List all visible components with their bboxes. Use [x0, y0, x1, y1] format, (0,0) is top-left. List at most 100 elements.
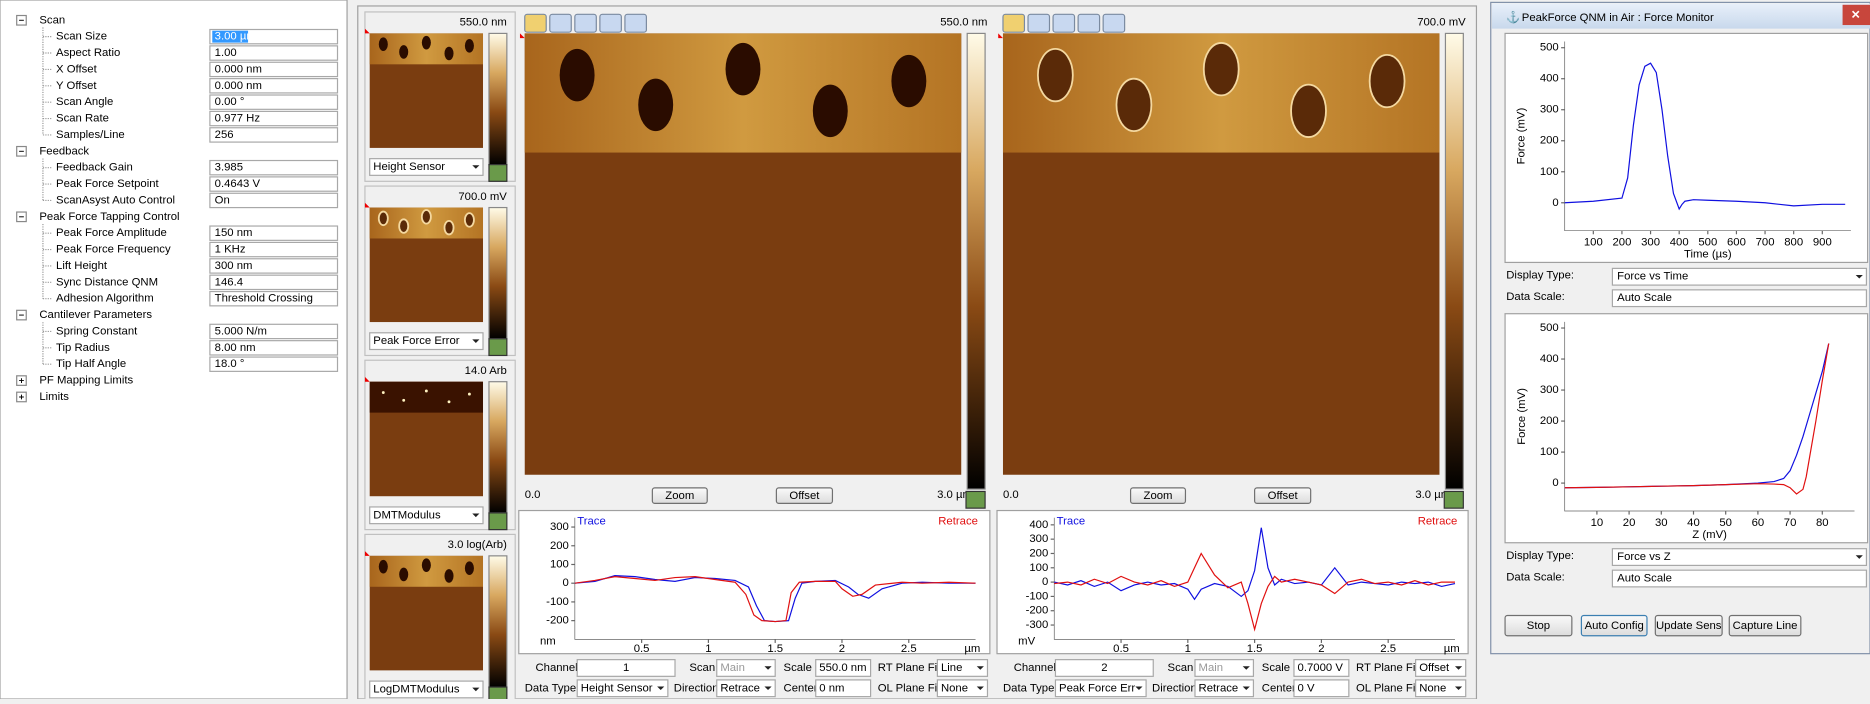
tool-icon[interactable]	[625, 14, 646, 32]
tool-icon[interactable]	[1103, 14, 1124, 32]
feature	[399, 219, 408, 233]
feature	[422, 210, 431, 224]
tool-icon[interactable]	[1078, 14, 1099, 32]
parameter-value: 1 KHz	[215, 244, 246, 256]
legend-entry: Trace	[1057, 515, 1086, 527]
parameter-label: Samples/Line	[56, 129, 125, 141]
parameter-label: Feedback Gain	[56, 162, 133, 174]
monitor-button-label: Auto Config	[1585, 620, 1644, 632]
y-unit: nm	[540, 636, 556, 648]
image-scale: 700.0 mV	[1417, 17, 1466, 29]
channel-type: DMTModulus	[373, 509, 441, 521]
control-value: Line	[941, 662, 962, 674]
tool-icon[interactable]	[525, 14, 546, 32]
channel-scale: 550.0 nm	[460, 17, 507, 29]
parameter-label: Y Offset	[56, 80, 97, 92]
control-label: Scan	[689, 662, 715, 674]
monitor-button-label: Update Sens	[1656, 620, 1722, 632]
y-axis-label: Force (mV)	[1516, 388, 1528, 445]
feature	[422, 558, 431, 572]
control-value: Retrace	[1199, 682, 1239, 694]
x-tick-label: 0.5	[1113, 643, 1129, 655]
parameter-value: 0.00 °	[215, 96, 245, 108]
tool-icon[interactable]	[1053, 14, 1074, 32]
x-unit: µm	[964, 643, 980, 655]
y-tick-label: 100	[1029, 562, 1048, 574]
channel-icon[interactable]	[489, 513, 507, 530]
x-tick-label: 2	[1318, 643, 1324, 655]
x-tick-label: 70	[1784, 517, 1797, 529]
data-scale: Auto Scale	[1617, 292, 1672, 304]
feature	[465, 561, 474, 575]
x-tick-label: 2.5	[1380, 643, 1396, 655]
feature	[399, 568, 408, 582]
parameter-value: 3.00 µm	[215, 31, 256, 43]
channel-type: Height Sensor	[373, 161, 445, 173]
offset-button-label: Offset	[789, 490, 820, 502]
x-tick-label: 500	[1698, 237, 1717, 249]
color-bar	[489, 208, 507, 339]
y-tick-label: -200	[1026, 605, 1049, 617]
tool-icon[interactable]	[1003, 14, 1024, 32]
tool-icon[interactable]	[1028, 14, 1049, 32]
tool-icon[interactable]	[575, 14, 596, 32]
y-tick-label: -100	[1026, 590, 1049, 602]
x-tick-label: 200	[1612, 237, 1631, 249]
zoom-button-label: Zoom	[665, 490, 694, 502]
control-label: Channel	[1014, 662, 1056, 674]
image-icon[interactable]	[966, 491, 985, 508]
parameter-label: Scan Rate	[56, 113, 109, 125]
y-tick-label: 100	[550, 558, 569, 570]
y-tick-label: 300	[1540, 104, 1559, 116]
group-label: Cantilever Parameters	[39, 309, 152, 321]
x-start: 0.0	[525, 489, 541, 501]
y-tick-label: -100	[546, 596, 569, 608]
x-axis-label: Time (µs)	[1684, 249, 1732, 261]
plot-frame	[1505, 314, 1868, 543]
tool-icon[interactable]	[550, 14, 571, 32]
parameter-value: 0.4643 V	[215, 178, 261, 190]
feature	[444, 47, 453, 61]
color-bar	[489, 382, 507, 513]
feature	[813, 85, 848, 137]
parameter-value: On	[215, 194, 230, 206]
parameter-value: 0.000 nm	[215, 80, 262, 92]
parameter-label: Sync Distance QNM	[56, 276, 158, 288]
display-type: Force vs Z	[1617, 551, 1671, 563]
feature	[891, 55, 926, 107]
feature	[465, 213, 474, 227]
y-tick-label: 0	[1552, 197, 1558, 209]
channel-icon[interactable]	[489, 339, 507, 356]
feature	[382, 391, 385, 394]
parameter-value: 1.00	[215, 47, 237, 59]
image-icon[interactable]	[1444, 491, 1463, 508]
color-bar	[489, 33, 507, 164]
channel-icon[interactable]	[489, 165, 507, 182]
x-tick-label: 40	[1687, 517, 1700, 529]
feature	[425, 390, 428, 393]
control-value: None	[1419, 682, 1446, 694]
feature	[465, 39, 474, 53]
control-label: RT Plane Fit	[1356, 662, 1419, 674]
control-label: RT Plane Fit	[878, 662, 941, 674]
x-tick-label: 100	[1584, 237, 1603, 249]
feature	[560, 49, 595, 101]
x-tick-label: 1	[705, 643, 711, 655]
control-value: 550.0 nm	[819, 662, 866, 674]
parameter-label: Tip Radius	[56, 342, 110, 354]
y-tick-label: -200	[546, 615, 569, 627]
feature	[468, 393, 471, 396]
tool-icon[interactable]	[600, 14, 621, 32]
feature	[402, 399, 405, 402]
parameter-value: 8.00 nm	[215, 342, 256, 354]
x-axis-label: Z (mV)	[1692, 529, 1727, 541]
x-tick-label: 700	[1756, 237, 1775, 249]
y-tick-label: 200	[550, 540, 569, 552]
control-value: 0 V	[1298, 682, 1315, 694]
color-bar	[1445, 33, 1463, 489]
control-label: OL Plane Fit	[878, 682, 941, 694]
x-tick-label: 30	[1655, 517, 1668, 529]
feature	[1038, 49, 1073, 101]
channel-icon[interactable]	[489, 687, 507, 699]
x-tick-label: 1.5	[1247, 643, 1263, 655]
